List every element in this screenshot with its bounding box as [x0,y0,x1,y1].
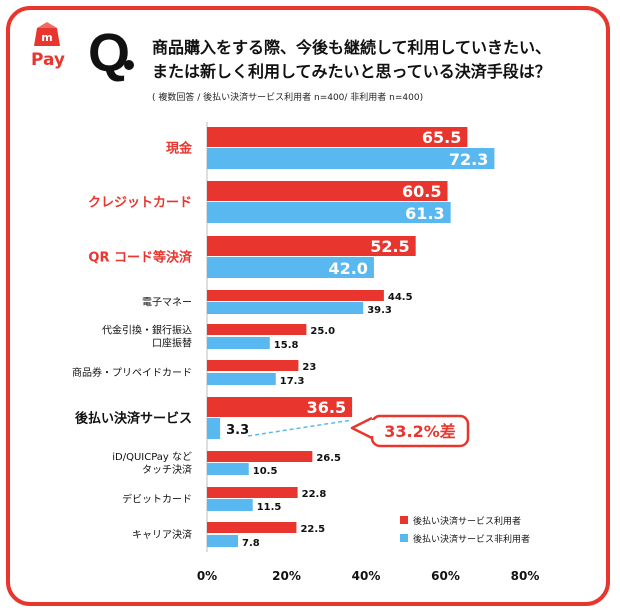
bar-nonuser [207,499,253,511]
value-label-nonuser: 7.8 [242,538,260,549]
value-label-user: 44.5 [388,292,413,303]
bar-nonuser [207,463,249,475]
category-label: タッチ決済 [142,463,192,476]
logo-text: Pay [30,50,66,70]
value-label-nonuser: 61.3 [405,204,444,223]
category-label: キャリア決済 [132,528,192,541]
legend-swatch-user [400,516,408,524]
category-label: 口座振替 [152,337,192,350]
category-label: 現金 [166,141,193,157]
category-label: 代金引換・銀行振込 [102,324,192,337]
legend-swatch-nonuser [400,534,408,542]
category-label: デビットカード [122,493,192,506]
bar-user [207,290,384,301]
x-tick-label: 40% [352,569,381,583]
legend-label-user: 後払い決済サービス利用者 [413,515,521,527]
bar-user [207,522,297,533]
bar-nonuser [207,202,451,223]
category-label: QR コード等決済 [88,250,193,266]
bar-nonuser [207,257,374,278]
value-label-nonuser: 3.3 [226,423,249,438]
value-label-user: 52.5 [370,237,409,256]
question-dot [124,60,134,70]
value-label-nonuser: 10.5 [253,466,278,477]
sample-note: ( 複数回答 / 後払い決済サービス利用者 n=400/ 非利用者 n=400) [152,93,424,103]
x-tick-label: 80% [511,569,540,583]
bar-nonuser [207,337,270,349]
bar-user [207,360,299,371]
bar-user [207,451,313,462]
difference-callout-text: 33.2%差 [384,422,456,441]
category-label: iD/QUICPay など [112,451,192,463]
bar-nonuser [207,302,364,314]
question-mark-letter: Q [88,23,131,83]
value-label-user: 22.8 [302,489,327,500]
bar-user [207,397,353,417]
value-label-nonuser: 11.5 [257,502,282,513]
category-label: 後払い決済サービス [75,411,192,427]
card-frame [6,6,610,606]
bar-nonuser [207,148,495,169]
legend-label-nonuser: 後払い決済サービス非利用者 [413,533,530,545]
bar-user [207,324,307,335]
value-label-user: 36.5 [307,398,346,417]
category-label: 商品券・プリペイドカード [72,366,192,379]
value-label-user: 65.5 [422,128,461,147]
callout-pointer [350,416,373,440]
bar-user [207,236,416,256]
x-tick-label: 60% [431,569,460,583]
value-label-nonuser: 42.0 [328,259,367,278]
value-label-user: 60.5 [402,182,441,201]
value-label-nonuser: 39.3 [367,305,392,316]
value-label-nonuser: 15.8 [274,340,299,351]
value-label-nonuser: 72.3 [449,150,488,169]
x-tick-label: 0% [197,569,217,583]
x-tick-label: 20% [272,569,301,583]
logo-mark: m [41,31,52,44]
callout-joint [370,420,374,436]
value-label-nonuser: 17.3 [280,376,305,387]
bar-nonuser [207,535,239,547]
difference-dash-line-accent [248,419,353,437]
bar-user [207,487,298,498]
value-label-user: 22.5 [300,524,325,535]
category-label: 電子マネー [142,297,192,309]
category-label: クレジットカード [88,196,192,211]
bar-user [207,181,448,201]
value-label-user: 25.0 [310,326,335,337]
bar-nonuser [207,373,276,385]
value-label-user: 26.5 [316,453,341,464]
value-label-user: 23 [302,362,316,373]
bar-nonuser [207,418,221,439]
question-title: 商品購入をする際、今後も継続して利用していきたい、 または新しく利用してみたいと… [152,36,551,84]
shopping-bag-icon: m [34,22,60,46]
question-line-1: 商品購入をする際、今後も継続して利用していきたい、 [152,38,552,57]
bar-user [207,127,468,147]
question-line-2: または新しく利用してみたいと思っている決済手段は？ [152,62,551,81]
